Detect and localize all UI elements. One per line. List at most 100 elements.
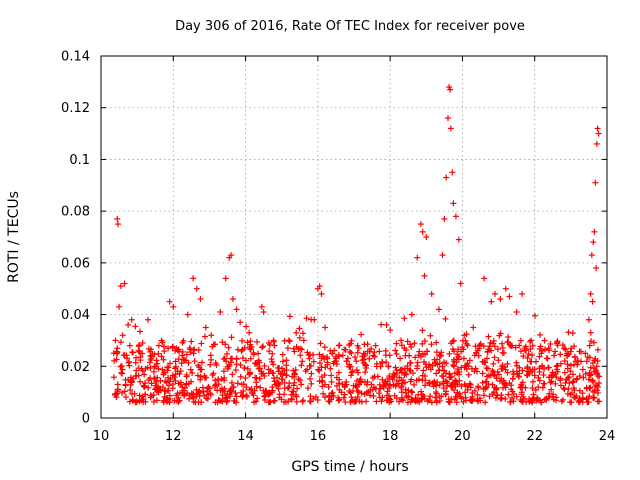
data-point	[217, 308, 224, 315]
noise-point	[153, 397, 160, 404]
noise-point	[165, 345, 172, 352]
noise-point	[437, 352, 444, 359]
noise-point	[505, 391, 512, 398]
noise-point	[121, 352, 128, 359]
noise-point	[167, 360, 174, 367]
noise-point	[336, 353, 343, 360]
noise-point	[418, 388, 425, 395]
noise-point	[571, 394, 578, 401]
noise-point	[312, 393, 319, 400]
noise-point	[477, 340, 484, 347]
noise-point	[299, 358, 306, 365]
noise-point	[449, 338, 456, 345]
noise-point	[196, 393, 203, 400]
y-tick-label: 0.12	[61, 101, 90, 116]
noise-point	[483, 365, 490, 372]
noise-point	[569, 389, 576, 396]
noise-point	[179, 352, 186, 359]
noise-point	[267, 398, 274, 405]
noise-point	[396, 398, 403, 405]
noise-point	[339, 352, 346, 359]
noise-point	[300, 397, 307, 404]
noise-point	[570, 384, 577, 391]
data-point	[383, 321, 390, 328]
noise-point	[520, 395, 527, 402]
x-tick-label: 18	[382, 429, 399, 444]
noise-point	[169, 372, 176, 379]
noise-point	[310, 358, 317, 365]
noise-point	[195, 389, 202, 396]
noise-point	[304, 349, 311, 356]
noise-point	[436, 360, 443, 367]
noise-point	[200, 388, 207, 395]
noise-point	[155, 365, 162, 372]
data-point	[414, 254, 421, 261]
noise-point	[252, 360, 259, 367]
noise-point	[279, 351, 286, 358]
noise-point	[117, 363, 124, 370]
data-point	[285, 337, 292, 344]
noise-point	[393, 340, 400, 347]
x-tick-label: 10	[93, 429, 110, 444]
noise-point	[590, 388, 597, 395]
noise-point	[433, 390, 440, 397]
noise-point	[584, 354, 591, 361]
noise-point	[589, 360, 596, 367]
noise-point	[373, 360, 380, 367]
noise-point	[173, 345, 180, 352]
noise-point	[384, 378, 391, 385]
noise-point	[352, 354, 359, 361]
noise-point	[221, 355, 228, 362]
noise-point	[529, 342, 536, 349]
noise-point	[241, 344, 248, 351]
noise-point	[398, 342, 405, 349]
noise-point	[501, 380, 508, 387]
data-point	[260, 308, 267, 315]
noise-point	[485, 333, 492, 340]
noise-point	[354, 349, 361, 356]
data-point	[590, 239, 597, 246]
noise-point	[190, 390, 197, 397]
data-point	[144, 316, 151, 323]
noise-point	[113, 394, 120, 401]
data-point	[441, 215, 448, 222]
noise-point	[364, 378, 371, 385]
noise-point	[257, 384, 264, 391]
noise-point	[442, 315, 449, 322]
noise-point	[283, 372, 290, 379]
noise-point	[502, 395, 509, 402]
noise-point	[583, 385, 590, 392]
data-point	[387, 327, 394, 334]
noise-point	[263, 388, 270, 395]
data-points	[110, 84, 603, 406]
noise-point	[490, 337, 497, 344]
noise-point	[212, 341, 219, 348]
noise-point	[500, 350, 507, 357]
plot-frame	[100, 55, 608, 419]
noise-point	[397, 366, 404, 373]
noise-point	[566, 374, 573, 381]
noise-point	[261, 362, 268, 369]
noise-point	[258, 368, 265, 375]
noise-point	[569, 379, 576, 386]
noise-point	[517, 337, 524, 344]
noise-point	[421, 372, 428, 379]
y-tick-label: 0.1	[69, 153, 90, 168]
noise-point	[510, 398, 517, 405]
data-point	[587, 290, 594, 297]
noise-point	[243, 384, 250, 391]
noise-point	[342, 346, 349, 353]
noise-point	[427, 393, 434, 400]
noise-point	[175, 394, 182, 401]
noise-point	[502, 384, 509, 391]
noise-point	[128, 379, 135, 386]
noise-point	[316, 360, 323, 367]
noise-point	[344, 355, 351, 362]
noise-point	[592, 355, 599, 362]
data-point	[435, 306, 442, 313]
noise-point	[139, 339, 146, 346]
data-point	[408, 311, 415, 318]
data-point	[372, 342, 379, 349]
noise-point	[350, 382, 357, 389]
noise-point	[260, 343, 267, 350]
